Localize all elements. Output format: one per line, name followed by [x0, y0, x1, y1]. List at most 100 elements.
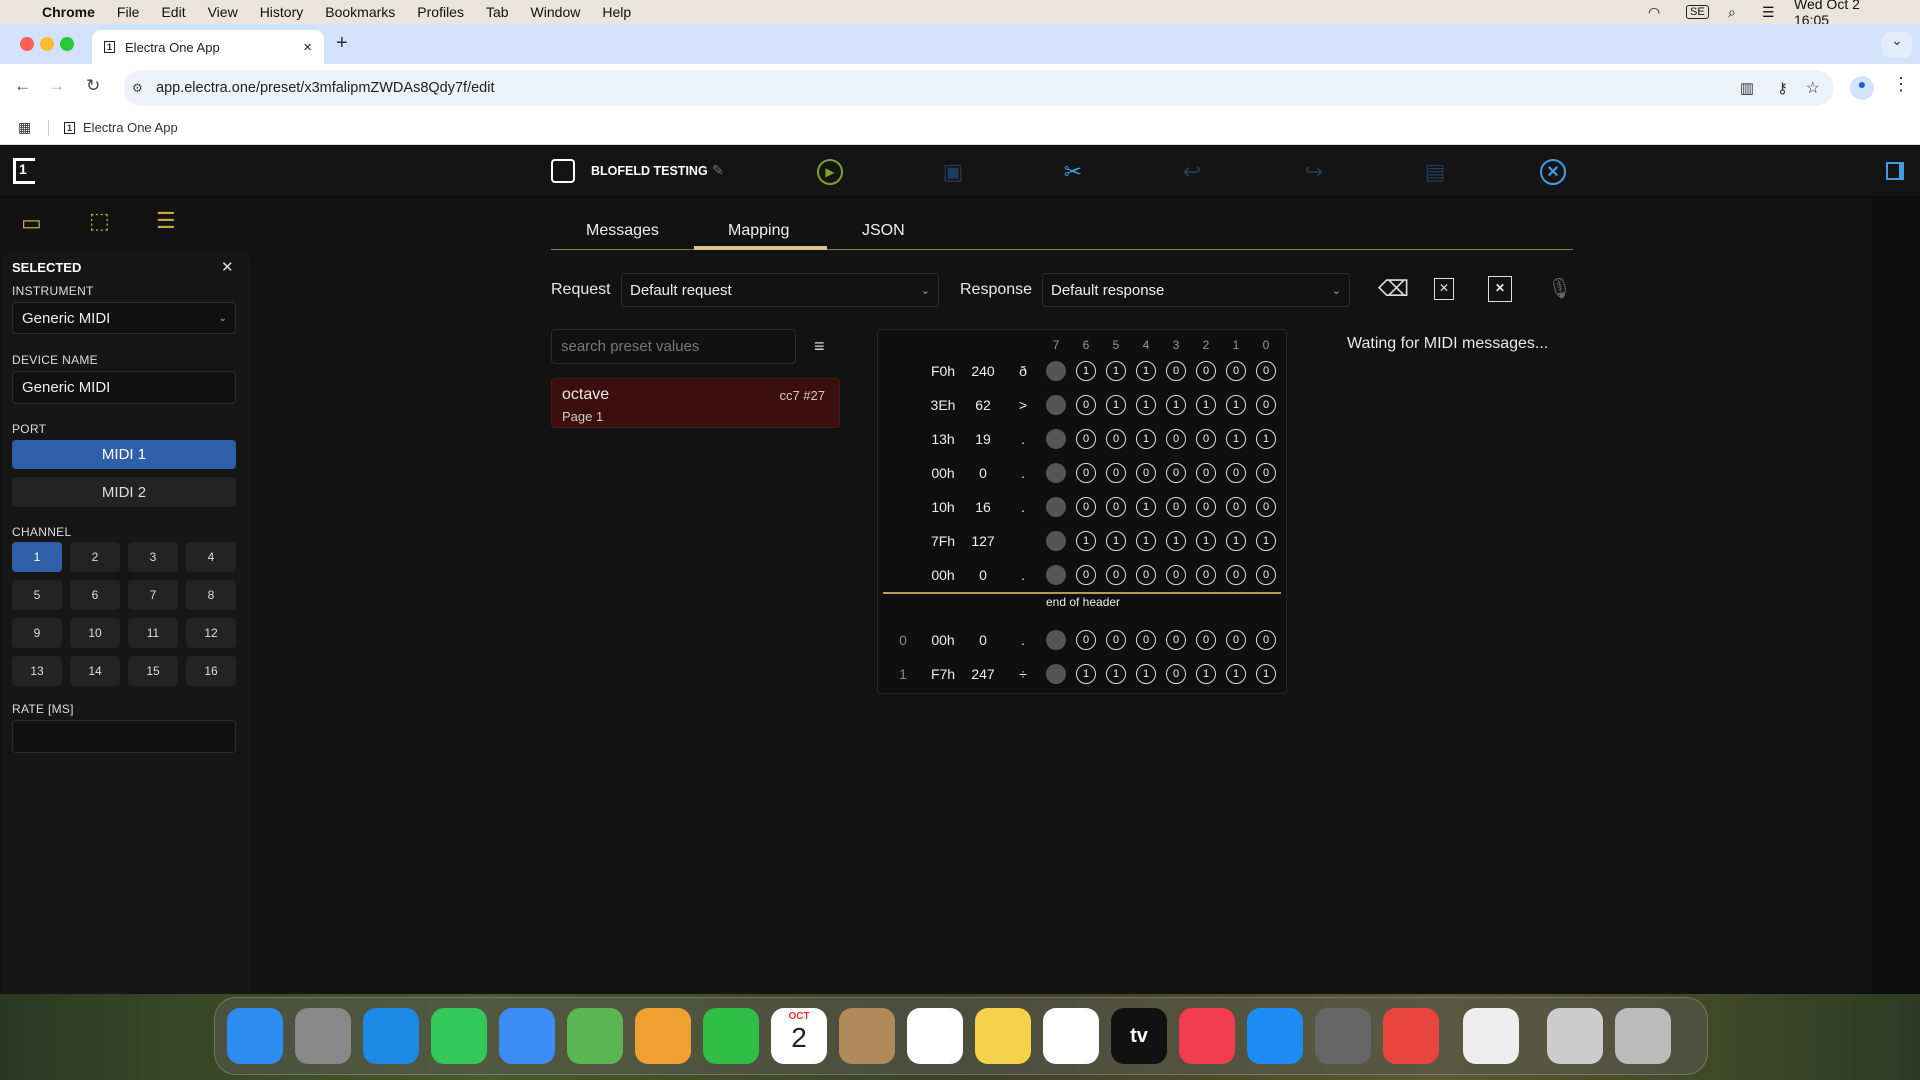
bit-toggle[interactable]: 0: [1076, 429, 1096, 449]
bit-toggle[interactable]: 0: [1226, 497, 1246, 517]
bit-toggle[interactable]: 1: [1226, 664, 1246, 684]
bookmark-electra[interactable]: 1 Electra One App: [64, 120, 178, 135]
bit-toggle[interactable]: 0: [1106, 565, 1126, 585]
preset-icon[interactable]: [551, 159, 575, 183]
microphone-icon[interactable]: 🎙︎: [1547, 278, 1573, 300]
clear-icon[interactable]: ✕: [1434, 278, 1454, 300]
device-name-input[interactable]: Generic MIDI: [12, 371, 236, 404]
dock-facetime-icon[interactable]: [703, 1008, 759, 1064]
play-icon[interactable]: ▶: [817, 159, 843, 185]
bit-toggle[interactable]: 0: [1166, 630, 1186, 650]
channel-button-6[interactable]: 6: [70, 580, 120, 610]
bit-toggle[interactable]: 1: [1136, 429, 1156, 449]
menu-window[interactable]: Window: [530, 4, 581, 20]
bit-toggle[interactable]: 1: [1256, 429, 1276, 449]
bit-toggle[interactable]: 1: [1196, 664, 1216, 684]
bit-toggle[interactable]: 0: [1166, 429, 1186, 449]
bit-toggle[interactable]: 0: [1166, 565, 1186, 585]
wifi-icon[interactable]: ◠: [1648, 3, 1661, 20]
electra-logo-icon[interactable]: 1: [13, 158, 35, 184]
bit-toggle[interactable]: 0: [1256, 361, 1276, 381]
dock-maps-icon[interactable]: [567, 1008, 623, 1064]
bit-toggle[interactable]: 0: [1256, 497, 1276, 517]
tab-json[interactable]: JSON: [862, 222, 905, 239]
bit-toggle[interactable]: 1: [1106, 361, 1126, 381]
menu-edit[interactable]: Edit: [161, 4, 186, 20]
bit-toggle[interactable]: 0: [1256, 630, 1276, 650]
channel-button-12[interactable]: 12: [186, 618, 236, 648]
bit-toggle[interactable]: 0: [1106, 429, 1126, 449]
dock-launchpad-icon[interactable]: [295, 1008, 351, 1064]
tools-icon[interactable]: ✂: [1063, 159, 1083, 184]
dock-freeform-icon[interactable]: [1043, 1008, 1099, 1064]
paste-icon[interactable]: ▤: [1424, 159, 1446, 184]
port-midi1-button[interactable]: MIDI 1: [12, 440, 236, 469]
bit-toggle[interactable]: 0: [1196, 630, 1216, 650]
channel-button-7[interactable]: 7: [128, 580, 178, 610]
dock-music-icon[interactable]: [1179, 1008, 1235, 1064]
bit-toggle[interactable]: 0: [1136, 463, 1156, 483]
channel-button-4[interactable]: 4: [186, 542, 236, 572]
channel-button-5[interactable]: 5: [12, 580, 62, 610]
midi-icon[interactable]: ▥: [1739, 80, 1754, 97]
chrome-menu-icon[interactable]: ⋮: [1892, 74, 1910, 94]
bit-toggle[interactable]: 0: [1196, 361, 1216, 381]
menu-profiles[interactable]: Profiles: [417, 4, 464, 20]
bit-toggle[interactable]: 1: [1166, 395, 1186, 415]
dock-contacts-icon[interactable]: [839, 1008, 895, 1064]
new-tab-button[interactable]: +: [336, 32, 348, 54]
search-preset-values-input[interactable]: search preset values: [551, 329, 796, 364]
port-midi2-button[interactable]: MIDI 2: [12, 477, 236, 507]
bit-toggle[interactable]: 0: [1166, 664, 1186, 684]
menu-file[interactable]: File: [116, 4, 140, 20]
bit-toggle[interactable]: 1: [1136, 664, 1156, 684]
bit-toggle[interactable]: 0: [1226, 463, 1246, 483]
input-source-icon[interactable]: SE: [1686, 5, 1709, 19]
channel-button-9[interactable]: 9: [12, 618, 62, 648]
tab-close-icon[interactable]: ×: [303, 38, 312, 56]
channel-button-11[interactable]: 11: [128, 618, 178, 648]
bit-toggle[interactable]: 1: [1226, 395, 1246, 415]
bit-toggle[interactable]: 0: [1226, 630, 1246, 650]
dock-app-store-icon[interactable]: [1247, 1008, 1303, 1064]
selection-cursor-icon[interactable]: ⬚: [89, 208, 110, 233]
dock-safari-icon[interactable]: [363, 1008, 419, 1064]
reload-icon[interactable]: ↻: [86, 76, 101, 95]
tab-search-button[interactable]: ⌄: [1882, 32, 1912, 58]
bit-toggle[interactable]: 0: [1106, 463, 1126, 483]
bit-toggle[interactable]: 0: [1166, 463, 1186, 483]
filter-icon[interactable]: ≡: [814, 336, 825, 356]
response-select[interactable]: Default response ⌄: [1042, 273, 1350, 307]
bit-toggle[interactable]: 0: [1166, 497, 1186, 517]
profile-avatar-icon[interactable]: ●: [1850, 76, 1874, 100]
redo-icon[interactable]: ↪: [1304, 159, 1324, 184]
channel-button-10[interactable]: 10: [70, 618, 120, 648]
preset-title[interactable]: BLOFELD TESTING: [591, 164, 708, 178]
minimize-window-button[interactable]: [40, 37, 54, 51]
close-circle-icon[interactable]: ✕: [1540, 159, 1566, 185]
dock-tv-icon[interactable]: tv: [1111, 1008, 1167, 1064]
dock-system-settings-icon[interactable]: [1315, 1008, 1371, 1064]
back-icon[interactable]: ←: [14, 76, 31, 95]
bit-toggle[interactable]: 0: [1196, 429, 1216, 449]
bit-toggle[interactable]: 1: [1166, 531, 1186, 551]
bit-toggle[interactable]: 0: [1136, 630, 1156, 650]
password-key-icon[interactable]: ⚷: [1777, 80, 1788, 97]
dock-trash-icon[interactable]: [1615, 1008, 1671, 1064]
undo-icon[interactable]: ↩: [1182, 159, 1202, 184]
dock-finder-icon[interactable]: [227, 1008, 283, 1064]
spotlight-icon[interactable]: ⌕: [1728, 3, 1736, 20]
channel-button-15[interactable]: 15: [128, 656, 178, 686]
tab-mapping[interactable]: Mapping: [728, 222, 790, 239]
menu-bookmarks[interactable]: Bookmarks: [325, 4, 396, 20]
edit-pencil-icon[interactable]: ✎: [712, 162, 724, 178]
bit-toggle[interactable]: 0: [1196, 463, 1216, 483]
bit-toggle[interactable]: 0: [1256, 565, 1276, 585]
bit-toggle[interactable]: 0: [1076, 630, 1096, 650]
clear-all-icon[interactable]: ✕: [1488, 276, 1512, 302]
close-window-button[interactable]: [20, 37, 34, 51]
bit-toggle[interactable]: 0: [1076, 395, 1096, 415]
menu-tab[interactable]: Tab: [485, 4, 509, 20]
control-center-icon[interactable]: ☰: [1762, 3, 1775, 20]
panel-toggle-icon[interactable]: [1886, 162, 1904, 180]
